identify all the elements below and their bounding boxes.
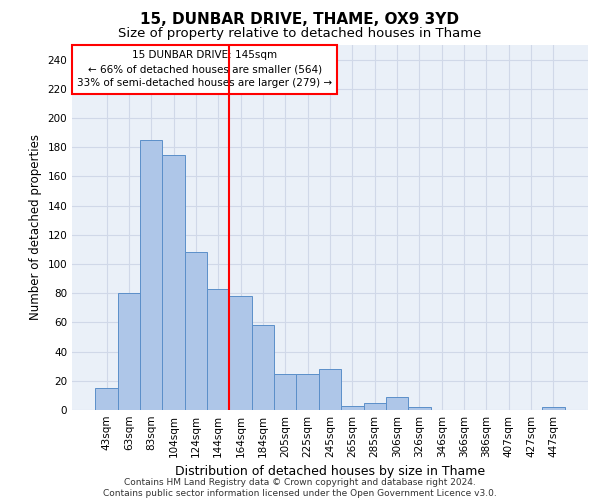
Bar <box>252 326 274 410</box>
Bar <box>319 369 341 410</box>
Text: Size of property relative to detached houses in Thame: Size of property relative to detached ho… <box>118 28 482 40</box>
Bar <box>274 374 296 410</box>
Text: Contains HM Land Registry data © Crown copyright and database right 2024.
Contai: Contains HM Land Registry data © Crown c… <box>103 478 497 498</box>
Text: 15, DUNBAR DRIVE, THAME, OX9 3YD: 15, DUNBAR DRIVE, THAME, OX9 3YD <box>140 12 460 28</box>
Bar <box>118 293 140 410</box>
Bar <box>185 252 207 410</box>
Bar <box>229 296 252 410</box>
Bar <box>163 154 185 410</box>
Bar <box>296 374 319 410</box>
Bar <box>207 289 229 410</box>
Bar <box>408 407 431 410</box>
X-axis label: Distribution of detached houses by size in Thame: Distribution of detached houses by size … <box>175 466 485 478</box>
Bar <box>95 388 118 410</box>
Bar <box>341 406 364 410</box>
Bar <box>542 407 565 410</box>
Bar <box>386 397 408 410</box>
Text: 15 DUNBAR DRIVE: 145sqm
← 66% of detached houses are smaller (564)
33% of semi-d: 15 DUNBAR DRIVE: 145sqm ← 66% of detache… <box>77 50 332 88</box>
Y-axis label: Number of detached properties: Number of detached properties <box>29 134 42 320</box>
Bar <box>364 402 386 410</box>
Bar <box>140 140 163 410</box>
